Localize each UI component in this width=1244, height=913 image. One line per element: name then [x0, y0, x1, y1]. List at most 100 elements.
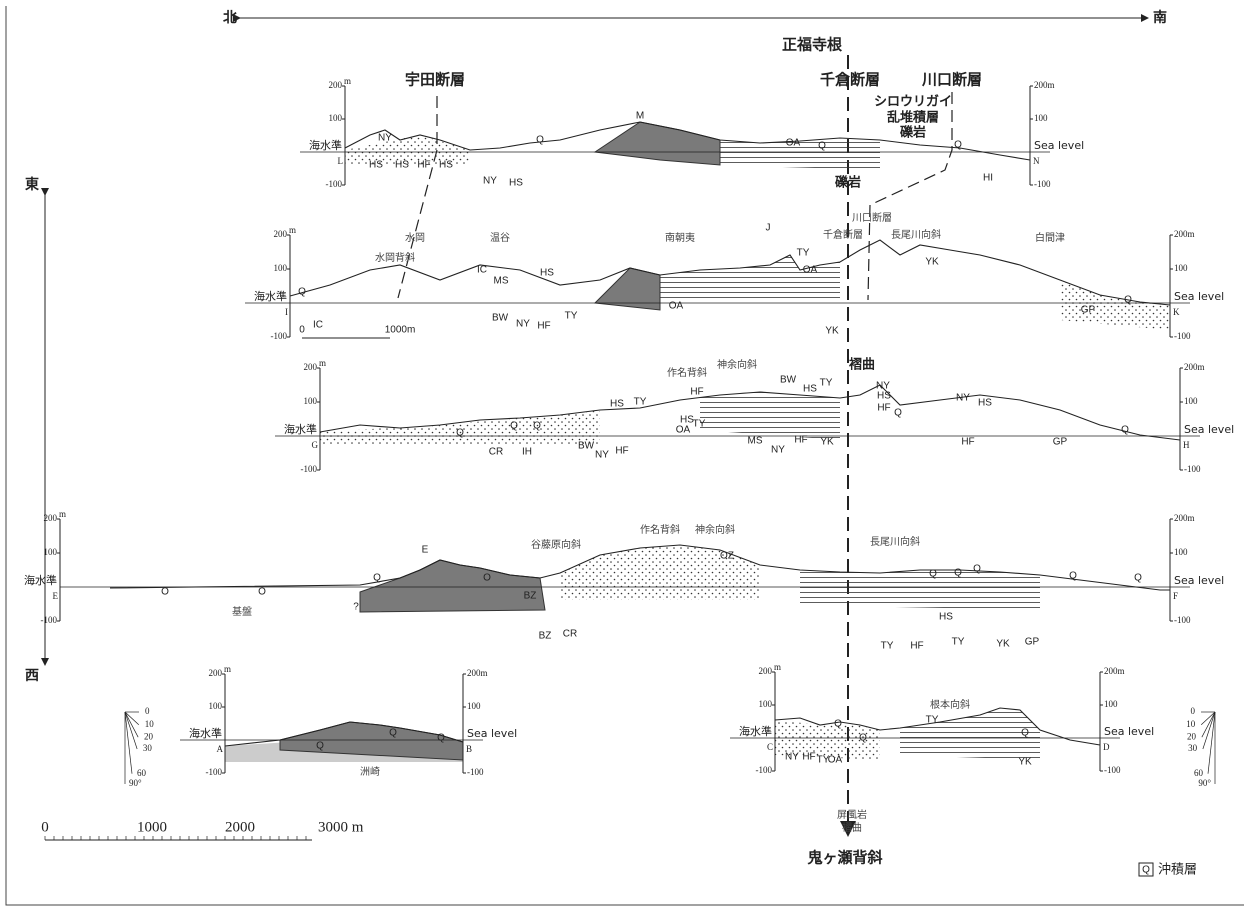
unit-label: IH	[522, 447, 532, 458]
unit-label: Q	[973, 564, 981, 575]
left-axis-label: 100	[329, 113, 343, 123]
unit-label: TY	[693, 419, 706, 430]
unit-label: NY	[378, 133, 392, 144]
unit-label: Q	[859, 733, 867, 744]
right-axis-label: 100	[467, 701, 481, 711]
dip-label: 0	[145, 706, 150, 716]
left-axis-label: -100	[206, 767, 223, 777]
right-axis-label: Sea level	[1034, 139, 1084, 152]
dip-label: 30	[1188, 743, 1198, 753]
unit-label: BZ	[539, 631, 552, 642]
unit-label: HS	[369, 160, 383, 171]
unit-label: 洲崎	[360, 765, 380, 778]
unit-label: OA	[786, 138, 801, 149]
unit-label: NY	[483, 176, 497, 187]
south-label: 南	[1153, 9, 1167, 26]
unit-label: Q	[929, 569, 937, 580]
unit-label: 千倉断層	[823, 229, 863, 241]
unit-label: CR	[563, 629, 577, 640]
unit-label: NY	[771, 445, 785, 456]
unit-label: TY	[565, 311, 578, 322]
right-axis-label: Sea level	[1174, 574, 1224, 587]
unit-label: E	[422, 545, 429, 556]
left-axis-label: m	[59, 509, 66, 519]
scale-label: 1000	[137, 819, 167, 835]
mudstone-unit	[700, 392, 840, 440]
dip-label: 20	[144, 731, 154, 741]
right-axis-label: 100	[1034, 113, 1048, 123]
unit-label: TY	[926, 715, 939, 726]
dip-label: 60	[1194, 768, 1204, 778]
unit-label: Q	[1021, 728, 1029, 739]
annotation: 川口断層	[921, 71, 982, 89]
unit-label: Q	[316, 741, 324, 752]
unit-label: Q	[1121, 425, 1129, 436]
unit-label: HF	[877, 403, 890, 414]
unit-label: 川口断層	[852, 212, 892, 224]
left-axis-label: 海水準	[739, 724, 772, 738]
dip-label: 20	[1187, 731, 1197, 741]
annotation: シロウリガイ	[874, 95, 952, 110]
unit-label: 1000m	[385, 325, 416, 336]
basement-unit	[595, 268, 660, 310]
unit-label: MS	[494, 276, 509, 287]
unit-label: Q	[456, 428, 464, 439]
unit-label: 作名背斜	[667, 366, 707, 379]
right-axis-label: 200m	[467, 668, 488, 678]
annotation: 千倉断層	[820, 71, 880, 89]
unit-label: Q	[389, 728, 397, 739]
unit-label: 0	[299, 325, 305, 336]
unit-label: OZ	[720, 551, 734, 562]
cross-section-figure: 北 南 東 西 Q 沖積層 正福寺根宇田断層千倉断層川口断層シロウリガイ乱堆積層…	[0, 0, 1244, 913]
unit-label: 神余向斜	[695, 523, 735, 536]
unit-label: OA	[676, 425, 691, 436]
left-axis-label: 200	[209, 668, 223, 678]
unit-label: HF	[910, 641, 923, 652]
left-axis-label: -100	[41, 615, 58, 625]
unit-label: GP	[1053, 437, 1068, 448]
section-start: G	[312, 440, 319, 450]
annotation: 正福寺根	[782, 36, 843, 54]
unit-label: TY	[797, 248, 810, 259]
right-axis-label: -100	[1184, 464, 1201, 474]
left-axis-label: 海水準	[309, 138, 342, 152]
section-start: E	[53, 591, 59, 601]
unit-label: TY	[952, 637, 965, 648]
annotation: 礫岩	[900, 125, 926, 141]
unit-label: OA	[803, 265, 818, 276]
mudstone-unit	[660, 255, 840, 300]
unit-label: YK	[825, 326, 839, 337]
annotation: 屏風岩	[837, 808, 867, 821]
unit-label: J	[766, 223, 771, 234]
unit-label: O	[161, 587, 169, 598]
left-axis-label: 100	[209, 701, 223, 711]
unit-label: IC	[477, 265, 487, 276]
right-axis-label: 200m	[1174, 229, 1195, 239]
section-start: L	[338, 156, 344, 166]
unit-label: OA	[669, 301, 684, 312]
unit-label: HS	[978, 398, 992, 409]
unit-label: HS	[877, 391, 891, 402]
unit-label: HF	[802, 752, 815, 763]
section-end: N	[1033, 156, 1040, 166]
section-end: F	[1173, 591, 1178, 601]
section-start: C	[767, 742, 773, 752]
legend-label: 沖積層	[1158, 863, 1197, 878]
unit-label: OA	[828, 755, 843, 766]
unit-label: YK	[925, 257, 939, 268]
unit-label: TY	[634, 397, 647, 408]
unit-label: Q	[954, 568, 962, 579]
left-axis-label: m	[289, 225, 296, 235]
section-end: B	[466, 744, 472, 754]
dip-line	[1202, 712, 1215, 737]
unit-label: BZ	[524, 591, 537, 602]
left-axis-label: 100	[759, 699, 773, 709]
dip-label: 60	[137, 768, 147, 778]
unit-label: 白間津	[1035, 231, 1065, 244]
unit-label: Q	[437, 733, 445, 744]
east-label: 東	[25, 176, 39, 193]
page: { "header": {"north": "北", "south": "南",…	[0, 0, 1244, 913]
annotation: 礫岩	[835, 175, 861, 191]
mudstone-unit	[800, 570, 1040, 610]
unit-label: Q	[1134, 573, 1142, 584]
